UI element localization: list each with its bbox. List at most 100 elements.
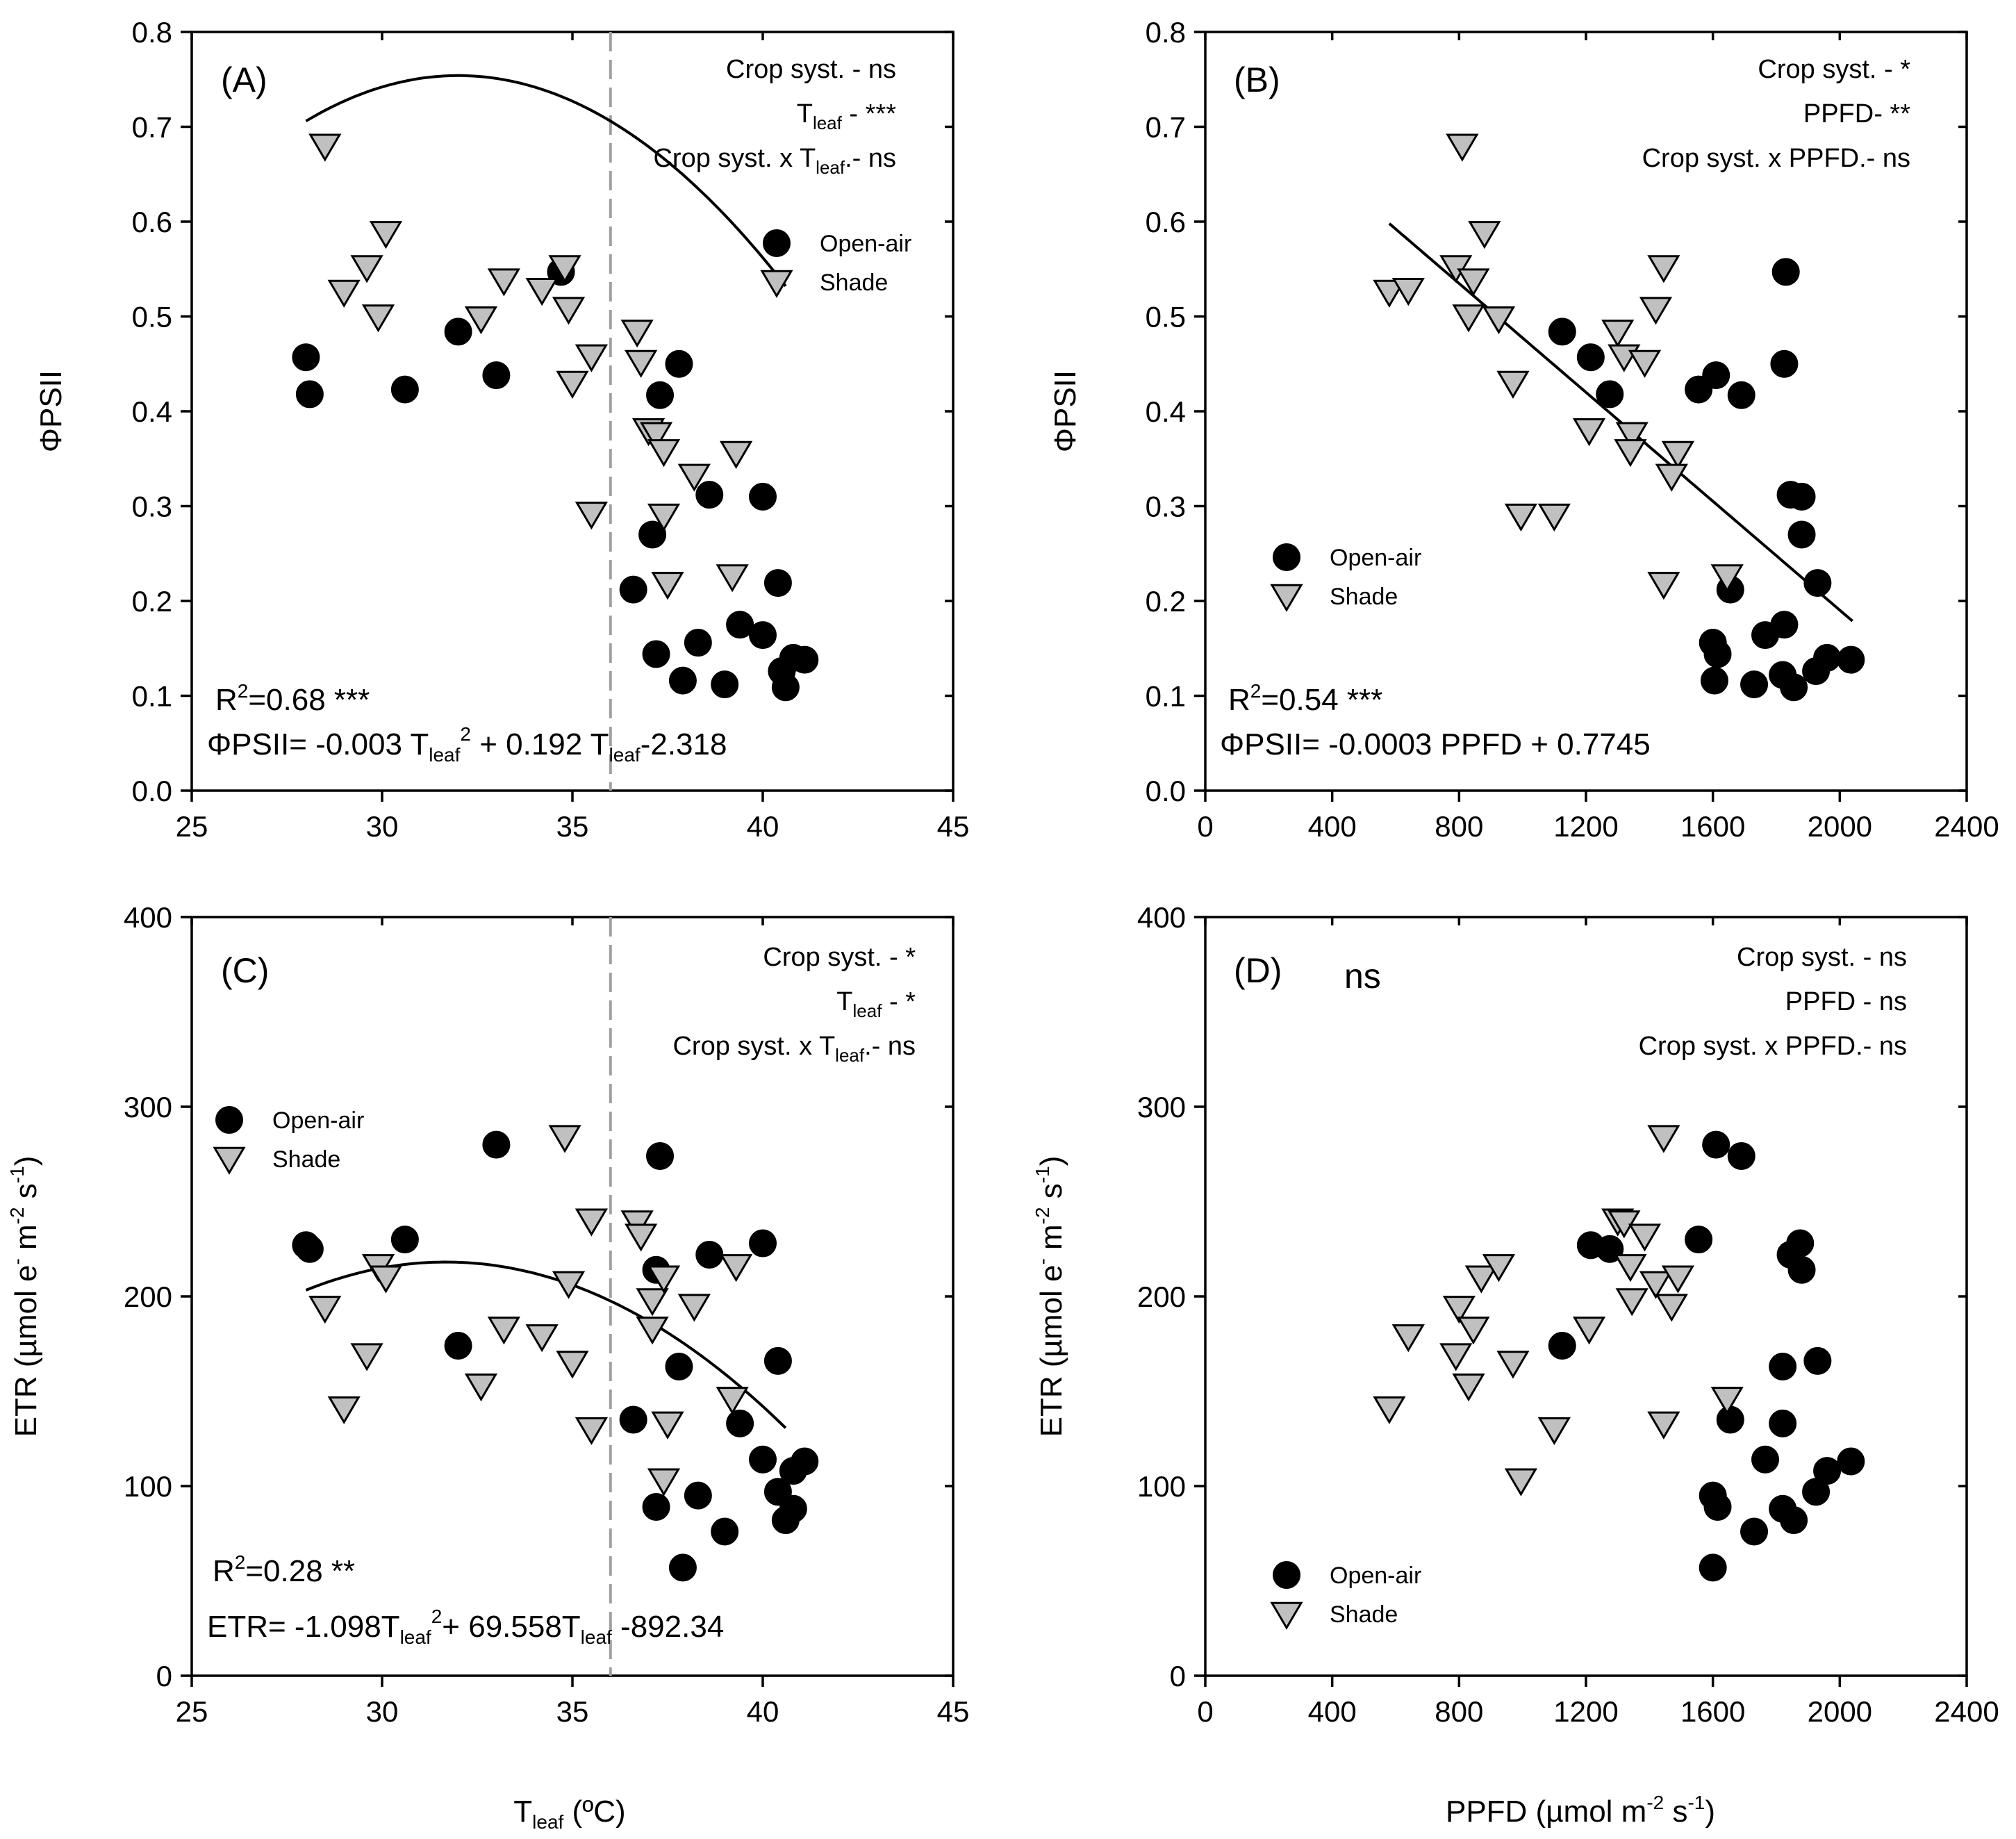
data-point-shade [1639, 1271, 1673, 1299]
data-point-open-air [1803, 569, 1832, 597]
data-point-shade [1457, 268, 1490, 297]
data-point-open-air [646, 381, 675, 409]
data-point-open-air [1786, 1229, 1815, 1257]
data-point-open-air [1702, 1130, 1730, 1159]
r-squared-label: R2=0.54 *** [1228, 680, 1382, 717]
y-tick-label: 0.4 [1146, 395, 1186, 428]
panel-label: (C) [221, 951, 269, 990]
legend-open-air-label: Open-air [272, 1107, 364, 1134]
data-point-shade [677, 1294, 711, 1322]
data-point-shade [1647, 572, 1680, 600]
data-point-open-air [1703, 1493, 1732, 1521]
legend: Open-air Shade [1270, 1561, 1421, 1630]
data-point-shade [1614, 439, 1647, 468]
data-point-shade [1710, 564, 1744, 593]
data-point-open-air [1803, 1346, 1832, 1375]
significance-label: ns [1344, 957, 1381, 996]
data-point-shade [1464, 1265, 1498, 1294]
x-tick-label: 25 [176, 810, 208, 843]
data-point-open-air [779, 1494, 807, 1523]
data-point-shade [552, 297, 586, 325]
y-tick-label: 0.4 [132, 395, 172, 428]
y-tick-label: 0.8 [132, 16, 172, 49]
data-point-shade [1655, 463, 1688, 492]
data-point-shade [639, 422, 673, 450]
x-tick-label: 0 [1197, 810, 1213, 843]
y-tick-label: 0.6 [132, 206, 172, 238]
stats-annotation: Crop syst. - * [1758, 55, 1910, 84]
x-tick-label: 2400 [1934, 810, 1999, 843]
regression-equation: ETR= -1.098Tleaf2+ 69.558Tleaf -892.34 [207, 1606, 724, 1648]
y-tick-label: 200 [1137, 1280, 1186, 1313]
data-point-shade [464, 1374, 498, 1402]
legend-shade-marker [1270, 1601, 1303, 1630]
legend-shade-marker [1270, 584, 1303, 612]
data-point-shade [556, 370, 589, 399]
data-point-open-air [665, 349, 693, 378]
x-tick-label: 40 [747, 810, 779, 843]
series-open-air [292, 1130, 819, 1582]
data-point-shade [636, 1317, 669, 1345]
data-point-shade [651, 1411, 684, 1440]
stats-annotation: Crop syst. x PPFD.- ns [1639, 1032, 1907, 1061]
panel-label: (D) [1234, 951, 1282, 990]
data-point-open-air [619, 1405, 647, 1434]
data-point-open-air [1727, 1141, 1755, 1170]
data-point-shade [1628, 1223, 1662, 1252]
data-point-open-air [1771, 258, 1800, 286]
stats-annotation: Crop syst. - ns [1737, 943, 1907, 972]
x-tick-label: 25 [176, 1695, 208, 1728]
data-point-open-air [1548, 318, 1576, 346]
data-point-open-air [1702, 361, 1730, 390]
x-tick-label: 0 [1197, 1695, 1213, 1728]
data-point-open-air [684, 1481, 712, 1510]
y-tick-label: 0.5 [132, 301, 172, 333]
data-point-shade [308, 133, 342, 162]
data-point-open-air [665, 1353, 693, 1381]
data-point-open-air [1837, 1447, 1865, 1476]
data-point-open-air [668, 1553, 697, 1582]
data-point-shade [1601, 320, 1635, 348]
data-point-open-air [390, 1226, 419, 1254]
data-point-shade [1496, 1351, 1530, 1379]
data-point-open-air [791, 645, 819, 674]
data-point-shade [716, 1387, 749, 1415]
data-point-shade [556, 1351, 589, 1379]
legend-shade-label: Shade [272, 1146, 340, 1173]
legend-shade-label: Shade [1330, 584, 1398, 610]
legend-open-air-label: Open-air [1330, 545, 1421, 571]
data-point-open-air [771, 673, 800, 702]
series-open-air [1548, 258, 1865, 702]
data-point-shade [1373, 1396, 1406, 1424]
y-tick-label: 0 [156, 1660, 172, 1692]
data-point-shade [720, 1254, 753, 1283]
data-point-shade [552, 1271, 586, 1299]
y-tick-label: 0.6 [1146, 206, 1186, 238]
data-point-open-air [1685, 1226, 1713, 1254]
panel-label: (A) [221, 60, 267, 99]
data-point-open-air [482, 1130, 511, 1159]
data-point-open-air [1596, 380, 1624, 409]
y-tick-label: 0.3 [132, 490, 172, 523]
data-point-shade [350, 1343, 383, 1371]
data-point-open-air [646, 1141, 675, 1170]
data-point-open-air [1699, 1553, 1727, 1582]
data-point-open-air [749, 482, 777, 511]
legend-open-air-label: Open-air [820, 231, 911, 257]
data-point-open-air [726, 611, 754, 639]
data-point-open-air [668, 666, 697, 695]
series-shade [308, 1125, 753, 1496]
y-axis-title: ΦPSII [34, 370, 68, 452]
regression-equation: ΦPSII= -0.003 Tleaf2 + 0.192 Tleaf-2.318 [207, 723, 727, 766]
data-point-open-air [295, 1235, 324, 1263]
legend-open-air-marker [763, 229, 791, 257]
data-point-shade [1647, 1411, 1680, 1440]
y-tick-label: 0 [1170, 1660, 1186, 1692]
data-point-shade [487, 1317, 520, 1345]
data-point-shade [720, 440, 753, 469]
y-tick-label: 0.1 [132, 680, 172, 713]
data-point-shade [487, 268, 520, 297]
data-point-open-air [482, 361, 511, 390]
y-tick-label: 100 [1137, 1470, 1186, 1503]
data-point-shade [647, 1265, 681, 1294]
